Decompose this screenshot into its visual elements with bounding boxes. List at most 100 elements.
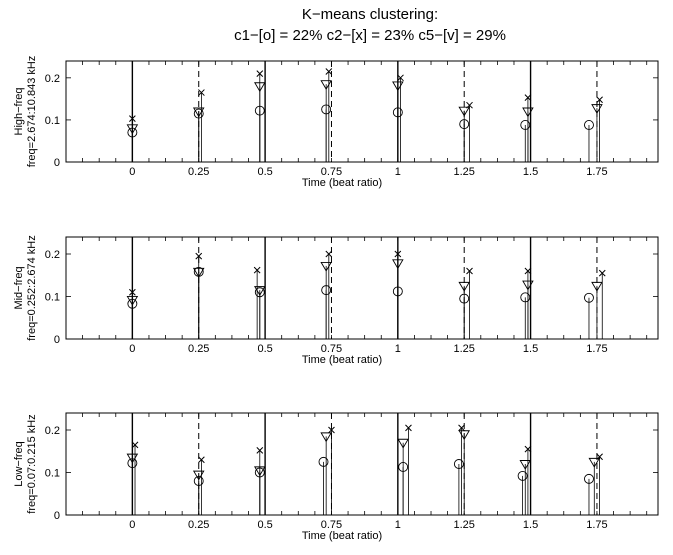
x-tick-label: 1.25 xyxy=(453,519,474,531)
x-tick-label: 1 xyxy=(395,166,401,178)
axes-frame xyxy=(65,412,659,516)
x-tick-label: 0 xyxy=(129,166,135,178)
marker-circle xyxy=(520,292,531,303)
x-tick-label: 1.75 xyxy=(586,519,607,531)
x-tick-label: 1.25 xyxy=(453,166,474,178)
marker-x xyxy=(129,288,136,296)
y-tick-label: 0 xyxy=(54,157,60,169)
marker-circle xyxy=(318,456,329,467)
marker-x xyxy=(131,441,139,449)
panel-3: 0 0.1 0.2 0 0.25 0.5 0.75 1 1.25 1.5 1.75 Time (bea… xyxy=(13,412,659,542)
marker-triangle xyxy=(591,104,603,115)
x-tick-label: 0 xyxy=(129,343,135,355)
x-tick-label: 1 xyxy=(395,343,401,355)
marker-triangle xyxy=(192,470,205,481)
y-tick-label: 0.2 xyxy=(45,425,60,437)
axes-frame xyxy=(65,60,659,163)
marker-triangle xyxy=(392,259,404,270)
marker-x xyxy=(524,94,532,101)
x-tick-label: 1.25 xyxy=(453,343,474,355)
x-axis-label: Time (beat ratio) xyxy=(302,177,382,189)
x-tick-label: 1.5 xyxy=(523,343,538,355)
figure-title-line-1: K−means clustering: xyxy=(302,6,438,23)
axes-frame xyxy=(65,236,659,340)
x-tick-label: 0.75 xyxy=(321,343,342,355)
y-axis-label-line-2: freq=2.674:10.843 kHz xyxy=(26,56,38,168)
x-tick-label: 0.5 xyxy=(257,166,272,178)
x-axis-label: Time (beat ratio) xyxy=(302,354,382,366)
marker-x xyxy=(325,250,333,258)
marker-triangle xyxy=(588,457,601,468)
marker-x xyxy=(524,267,532,275)
marker-circle xyxy=(584,473,594,484)
y-tick-label: 0.1 xyxy=(45,115,60,127)
marker-triangle xyxy=(254,82,266,93)
y-tick-label: 0.2 xyxy=(45,73,60,85)
marker-x xyxy=(598,269,606,277)
x-tick-label: 0.5 xyxy=(257,519,272,531)
marker-triangle xyxy=(126,295,139,306)
figure-title-line-2: c1−[o] = 22% c2−[x] = 23% c5−[v] = 29% xyxy=(234,27,506,44)
marker-x xyxy=(198,89,205,96)
y-tick-label: 0.1 xyxy=(45,292,60,304)
marker-triangle xyxy=(254,466,266,477)
x-tick-label: 1.5 xyxy=(523,519,538,531)
marker-x xyxy=(458,424,465,432)
marker-circle xyxy=(520,120,531,130)
x-tick-label: 0.25 xyxy=(188,519,209,531)
y-tick-label: 0.2 xyxy=(45,249,60,261)
marker-triangle xyxy=(320,80,332,91)
marker-triangle xyxy=(397,438,409,449)
x-tick-label: 0.25 xyxy=(188,343,209,355)
marker-triangle xyxy=(320,261,332,272)
marker-triangle xyxy=(126,453,139,464)
marker-x xyxy=(394,250,402,258)
x-tick-label: 1.75 xyxy=(586,166,607,178)
x-tick-label: 0.75 xyxy=(321,166,342,178)
marker-x xyxy=(256,70,264,77)
x-axis-label: Time (beat ratio) xyxy=(302,530,382,542)
marker-x xyxy=(325,68,333,75)
y-axis-label-line-1: Mid−freq xyxy=(13,266,25,309)
y-tick-label: 0 xyxy=(54,510,60,522)
marker-x xyxy=(328,426,335,434)
marker-circle xyxy=(584,120,594,130)
x-tick-label: 1.5 xyxy=(523,166,538,178)
marker-x xyxy=(524,445,532,453)
marker-x xyxy=(129,115,136,123)
marker-triangle xyxy=(591,281,603,292)
y-axis-label-line-2: freq=0.252:2.674 kHz xyxy=(26,235,38,341)
marker-x xyxy=(397,74,404,82)
x-tick-label: 0.5 xyxy=(257,343,272,355)
marker-triangle xyxy=(522,280,534,291)
marker-triangle xyxy=(320,432,332,443)
marker-x xyxy=(198,456,205,464)
marker-triangle xyxy=(458,430,470,441)
panels: 0 0.1 0.2 0 0.25 0.5 0.75 1 1.25 1.5 1.75 Time (bea… xyxy=(13,56,659,542)
marker-x xyxy=(195,252,203,260)
y-axis-label-line-2: freq=0.07:0.215 kHz xyxy=(26,414,38,513)
x-tick-label: 0.75 xyxy=(321,519,342,531)
y-tick-label: 0.1 xyxy=(45,468,60,480)
marker-circle xyxy=(584,292,594,303)
x-tick-label: 0.25 xyxy=(188,166,209,178)
panel-1: 0 0.1 0.2 0 0.25 0.5 0.75 1 1.25 1.5 1.75 Time (bea… xyxy=(13,56,659,189)
marker-triangle xyxy=(519,460,532,470)
panel-2: 0 0.1 0.2 0 0.25 0.5 0.75 1 1.25 1.5 1.75 Time (bea… xyxy=(13,235,659,366)
marker-triangle xyxy=(392,81,404,92)
marker-triangle xyxy=(192,267,205,278)
x-tick-label: 1 xyxy=(395,519,401,531)
marker-triangle xyxy=(254,286,266,297)
x-tick-label: 1.75 xyxy=(586,343,607,355)
marker-triangle xyxy=(458,106,470,117)
marker-triangle xyxy=(522,107,534,118)
marker-circle xyxy=(453,459,464,469)
marker-x xyxy=(466,267,473,275)
marker-x xyxy=(405,424,412,432)
y-axis-label-line-1: Low−freq xyxy=(13,441,25,487)
marker-x xyxy=(256,447,264,454)
marker-x xyxy=(253,266,261,274)
marker-triangle xyxy=(192,107,205,118)
